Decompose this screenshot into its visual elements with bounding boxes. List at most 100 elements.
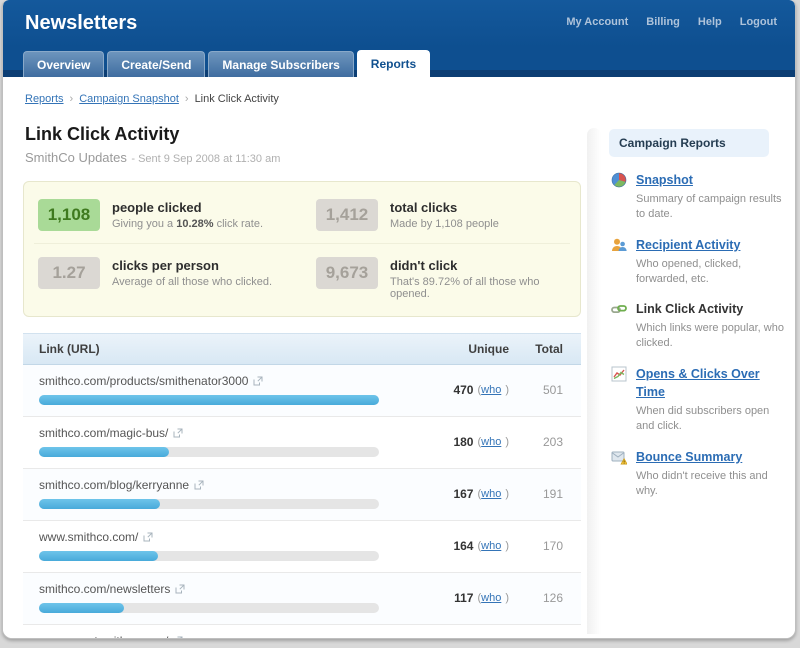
sidebar-item-description: Which links were popular, who clicked.	[636, 322, 784, 350]
sent-info: - Sent 9 Sep 2008 at 11:30 am	[131, 153, 281, 165]
click-bar-track	[39, 395, 379, 405]
sidebar-item-bounce-summary: Bounce Summary Who didn't receive this an…	[609, 448, 791, 499]
stat-desc-bold: 10.28%	[176, 218, 214, 230]
total-cell: 126	[542, 590, 563, 605]
who-link[interactable]: who	[481, 435, 502, 448]
total-cell: 122	[509, 634, 581, 638]
link-url[interactable]: www.smithco.com/	[39, 530, 139, 544]
breadcrumb-link-reports[interactable]: Reports	[25, 93, 64, 105]
stat-total-clicks: 1,412 total clicks Made by 1,108 people	[302, 190, 580, 239]
paren-open: (	[477, 539, 482, 552]
click-bar-track	[39, 499, 379, 509]
stats-summary-panel: 1,108 people clicked Giving you a 10.28% c…	[23, 181, 581, 317]
tab-overview[interactable]: Overview	[23, 51, 105, 77]
sidebar-item-snapshot: Snapshot Summary of campaign results to d…	[609, 171, 791, 222]
unique-cell: 117(who)	[405, 582, 509, 613]
who-link[interactable]: who	[481, 539, 502, 552]
tab-create-send[interactable]: Create/Send	[107, 51, 206, 77]
external-link-icon	[194, 480, 204, 490]
nav-link-help[interactable]: Help	[697, 16, 722, 28]
sidebar-item-recipient-activity: Recipient Activity Who opened, clicked, f…	[609, 236, 791, 287]
tab-manage-subscribers[interactable]: Manage Subscribers	[208, 51, 354, 77]
stat-value-clicks-per-person: 1.27	[38, 257, 100, 289]
sidebar-item-body: Snapshot Summary of campaign results to d…	[636, 171, 786, 222]
sidebar-current-link-click-activity: Link Click Activity	[636, 302, 744, 317]
paren-open: (	[477, 435, 482, 448]
click-bar-fill	[39, 447, 170, 457]
table-row: smithco.com/newsletters 117(who) 126	[23, 573, 581, 625]
table-row: smithco.com/blog/kerryanne 167(who) 191	[23, 469, 581, 521]
table-body: smithco.com/products/smithenator3000 470 (…	[23, 365, 581, 638]
who-link[interactable]: who	[481, 487, 502, 500]
external-link-icon	[177, 636, 183, 638]
table-row: smithco.com/magic-bus/180(who) 203	[23, 417, 581, 469]
total-cell: 203	[542, 434, 563, 449]
external-link-icon	[253, 376, 263, 386]
link-url[interactable]: www.agentsmithco.com/	[39, 634, 168, 638]
unique-count: 117	[454, 590, 474, 605]
campaign-name: SmithCo Updates	[25, 150, 127, 165]
stat-value-people-clicked: 1,108	[38, 199, 100, 231]
stat-desc-text: Giving you a	[112, 218, 177, 230]
sidebar-item-body: Link Click Activity Which links were popu…	[636, 300, 786, 351]
main-tabbar: Overview Create/Send Manage Subscribers Rep…	[3, 47, 795, 77]
sidebar-link-bounce-summary[interactable]: Bounce Summary	[636, 449, 743, 464]
stat-label: people clicked	[112, 200, 202, 215]
sidebar-item-description: When did subscribers open and click.	[636, 405, 770, 432]
unique-cell: 167(who)	[405, 478, 509, 509]
click-bar-fill	[39, 499, 160, 509]
stat-desc-text: Average of all those who clicked.	[112, 276, 272, 288]
stat-label: clicks per person	[112, 258, 219, 273]
sidebar-link-opens-clicks-over-time[interactable]: Opens & Clicks Over Time	[636, 367, 760, 400]
link-cell: www.agentsmithco.com/	[23, 634, 405, 638]
link-cell: smithco.com/newsletters	[23, 582, 405, 613]
paren-close: )	[505, 487, 509, 500]
stat-text: clicks per person Average of all those wh…	[112, 257, 272, 300]
sidebar-items: Snapshot Summary of campaign results to d…	[609, 171, 791, 498]
table-row: smithco.com/products/smithenator3000 470(…	[23, 365, 581, 417]
who-link[interactable]: who	[481, 383, 502, 396]
breadcrumb: Reports › Campaign Snapshot › Link Click Act…	[25, 93, 795, 105]
stat-description: Average of all those who clicked.	[112, 276, 272, 288]
link-url-line: smithco.com/blog/kerryanne	[39, 478, 405, 492]
link-url[interactable]: smithco.com/magic-bus/	[39, 426, 169, 440]
table-row: www.agentsmithco.com/116(who)122	[23, 625, 581, 638]
line-chart-icon	[611, 366, 627, 382]
table-header-row: Link (URL) Unique Total	[23, 333, 581, 365]
stat-label: total clicks	[390, 200, 458, 215]
total-cell: 191	[542, 486, 563, 501]
column-header-unique: Unique	[468, 342, 509, 356]
stat-text: didn't click That's 89.72% of all those w…	[390, 257, 566, 300]
nav-link-my-account[interactable]: My Account	[566, 16, 629, 28]
sidebar-item-body: Bounce Summary Who didn't receive this an…	[636, 448, 786, 499]
stat-desc-text: Made by 1,108 people	[390, 218, 499, 230]
nav-link-logout[interactable]: Logout	[739, 16, 777, 28]
sidebar-link-snapshot[interactable]: Snapshot	[636, 173, 693, 187]
sidebar-item-description: Who didn't receive this and why.	[636, 469, 768, 497]
unique-count: 470	[453, 382, 474, 397]
link-url[interactable]: smithco.com/newsletters	[39, 582, 171, 596]
link-cell: smithco.com/products/smithenator3000	[23, 374, 405, 405]
click-bar-fill	[39, 551, 158, 561]
campaign-reports-sidebar: Campaign Reports Snapshot Summary of camp…	[609, 129, 791, 498]
link-url-line: www.smithco.com/	[39, 530, 405, 544]
tab-reports[interactable]: Reports	[356, 50, 431, 77]
app-window: Newsletters My Account Billing Help Logout …	[2, 0, 796, 639]
sidebar-item-body: Recipient Activity Who opened, clicked, f…	[636, 236, 786, 287]
link-cell: smithco.com/magic-bus/	[23, 426, 405, 457]
nav-link-billing[interactable]: Billing	[646, 16, 680, 28]
link-url[interactable]: smithco.com/products/smithenator3000	[39, 374, 249, 388]
who-link[interactable]: who	[481, 591, 502, 604]
stat-description: Giving you a 10.28% click rate.	[112, 218, 263, 230]
sidebar-item-link-click-activity: Link Click Activity Which links were popu…	[609, 300, 791, 351]
link-url-line: www.agentsmithco.com/	[39, 634, 405, 638]
sidebar-link-recipient-activity[interactable]: Recipient Activity	[636, 237, 741, 252]
stat-value-didn-t-click: 9,673	[316, 257, 378, 289]
breadcrumb-link-campaign-snapshot[interactable]: Campaign Snapshot	[79, 93, 179, 105]
link-cell: www.smithco.com/	[23, 530, 405, 561]
paren-open: (	[477, 487, 482, 500]
bounce-mail-icon	[611, 451, 628, 465]
link-url[interactable]: smithco.com/blog/kerryanne	[39, 478, 190, 492]
stat-value-total-clicks: 1,412	[316, 199, 378, 231]
app-title: Newsletters	[25, 12, 138, 34]
